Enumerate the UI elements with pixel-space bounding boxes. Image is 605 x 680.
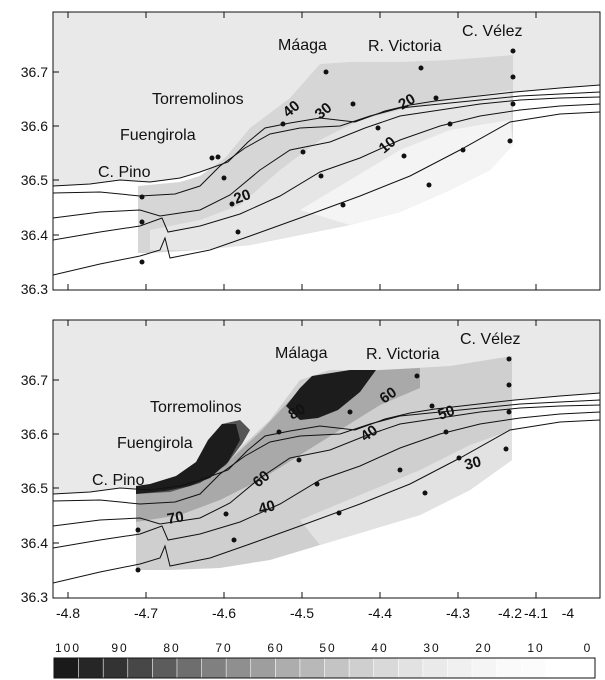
colorbar-cell xyxy=(127,657,154,679)
xtick-3: -4.6 xyxy=(212,605,236,621)
bottom-ytick-4: 36.4 xyxy=(21,535,48,551)
colorbar-cell xyxy=(570,657,596,679)
top-label-malaga: Máaga xyxy=(278,37,327,54)
colorbar-cell xyxy=(447,657,473,679)
bottom-plume-darkest xyxy=(136,370,376,494)
colorbar-label: 40 xyxy=(371,641,388,655)
colorbar-cell xyxy=(275,657,301,679)
bottom-label-cvelez: C. Vélez xyxy=(460,331,520,348)
xtick-4: -4.5 xyxy=(290,605,314,621)
colorbar-cell xyxy=(225,657,252,679)
top-contour-label-20a: 20 xyxy=(396,90,419,113)
colorbar-label: 90 xyxy=(111,641,128,655)
top-stations xyxy=(139,48,516,265)
colorbar-cell xyxy=(201,657,227,679)
xtick-6: -4.3 xyxy=(446,605,470,621)
colorbar: 100 90 80 70 60 50 40 30 20 10 0 xyxy=(53,641,596,679)
xtick-2: -4.7 xyxy=(134,605,158,621)
bottom-plume-mid xyxy=(136,368,420,522)
colorbar-labels: 100 90 80 70 60 50 40 30 20 10 0 xyxy=(55,641,593,655)
xtick-8: -4.1 xyxy=(524,605,548,621)
bottom-contour-label-50: 50 xyxy=(436,402,457,424)
xtick-9: -4 xyxy=(562,605,575,621)
top-x-ticks xyxy=(53,12,537,290)
colorbar-frame xyxy=(53,657,596,679)
colorbar-cell xyxy=(471,657,498,679)
colorbar-label: 70 xyxy=(215,641,232,655)
top-label-fuengirola: Fuengirola xyxy=(120,127,196,144)
bottom-ytick-3: 36.5 xyxy=(21,480,48,496)
top-axes-frame xyxy=(52,11,601,291)
top-ytick-5: 36.3 xyxy=(21,281,48,297)
colorbar-label: 30 xyxy=(423,641,440,655)
xtick-1: -4.8 xyxy=(56,605,80,621)
colorbar-cell xyxy=(299,657,326,679)
colorbar-cell xyxy=(102,657,129,679)
bottom-ytick-2: 36.6 xyxy=(21,426,48,442)
top-ytick-2: 36.6 xyxy=(21,118,48,134)
bottom-contour-label-70: 70 xyxy=(166,508,185,528)
colorbar-label: 60 xyxy=(267,641,284,655)
bottom-label-rvictoria: R. Victoria xyxy=(366,346,440,363)
top-label-torremolinos: Torremolinos xyxy=(152,91,244,108)
colorbar-cell xyxy=(152,657,178,679)
x-tick-labels: -4.8 -4.7 -4.6 -4.5 -4.4 -4.3 -4.2 -4.1 … xyxy=(56,605,574,621)
colorbar-cell xyxy=(422,657,449,679)
top-plume-inner xyxy=(150,90,513,250)
top-label-rvictoria: R. Victoria xyxy=(368,38,442,55)
colorbar-cells xyxy=(53,657,596,679)
bottom-contour-label-40a: 40 xyxy=(358,422,381,445)
colorbar-label: 20 xyxy=(475,641,492,655)
top-label-cvelez: C. Vélez xyxy=(462,23,522,40)
top-map-panel: 36.7 36.6 36.5 36.4 36.3 Máaga R. Victor… xyxy=(21,11,601,297)
bottom-map-panel: 36.7 36.6 36.5 36.4 36.3 Málaga R. Victo… xyxy=(21,319,601,605)
top-contour-label-20b: 20 xyxy=(232,186,253,208)
bottom-plume xyxy=(136,356,512,570)
colorbar-cell xyxy=(348,657,375,679)
bottom-label-malaga: Málaga xyxy=(275,345,328,362)
top-label-cpino: C. Pino xyxy=(98,164,151,181)
colorbar-label: 0 xyxy=(584,641,593,655)
xtick-7: -4.2 xyxy=(498,605,522,621)
colorbar-cell xyxy=(176,657,203,679)
colorbar-label: 100 xyxy=(55,641,81,655)
bottom-contour-label-80: 80 xyxy=(286,400,309,423)
bottom-contour-label-60a: 60 xyxy=(377,384,400,407)
bottom-label-torremolinos: Torremolinos xyxy=(150,399,242,416)
colorbar-label: 50 xyxy=(319,641,336,655)
bottom-ytick-5: 36.3 xyxy=(21,589,48,605)
colorbar-cell xyxy=(496,657,523,679)
colorbar-cell xyxy=(53,657,80,679)
bottom-x-ticks xyxy=(53,320,537,598)
bottom-axes-frame xyxy=(52,319,601,599)
xtick-5: -4.4 xyxy=(368,605,392,621)
colorbar-cell xyxy=(78,657,104,679)
bottom-contour-label-40b: 40 xyxy=(257,497,278,518)
colorbar-cell xyxy=(545,657,572,679)
colorbar-cell xyxy=(520,657,547,679)
colorbar-label: 10 xyxy=(527,641,544,655)
top-ytick-3: 36.5 xyxy=(21,172,48,188)
bottom-stations xyxy=(135,356,512,573)
top-ytick-4: 36.4 xyxy=(21,227,48,243)
bottom-ytick-1: 36.7 xyxy=(21,372,48,388)
bottom-label-cpino: C. Pino xyxy=(92,472,145,489)
top-ytick-1: 36.7 xyxy=(21,64,48,80)
bottom-label-fuengirola: Fuengirola xyxy=(117,435,193,452)
colorbar-cell xyxy=(373,657,400,679)
colorbar-label: 80 xyxy=(163,641,180,655)
colorbar-cell xyxy=(250,657,277,679)
colorbar-cell xyxy=(397,657,424,679)
colorbar-cell xyxy=(324,657,350,679)
bottom-contour-label-30: 30 xyxy=(463,453,484,474)
